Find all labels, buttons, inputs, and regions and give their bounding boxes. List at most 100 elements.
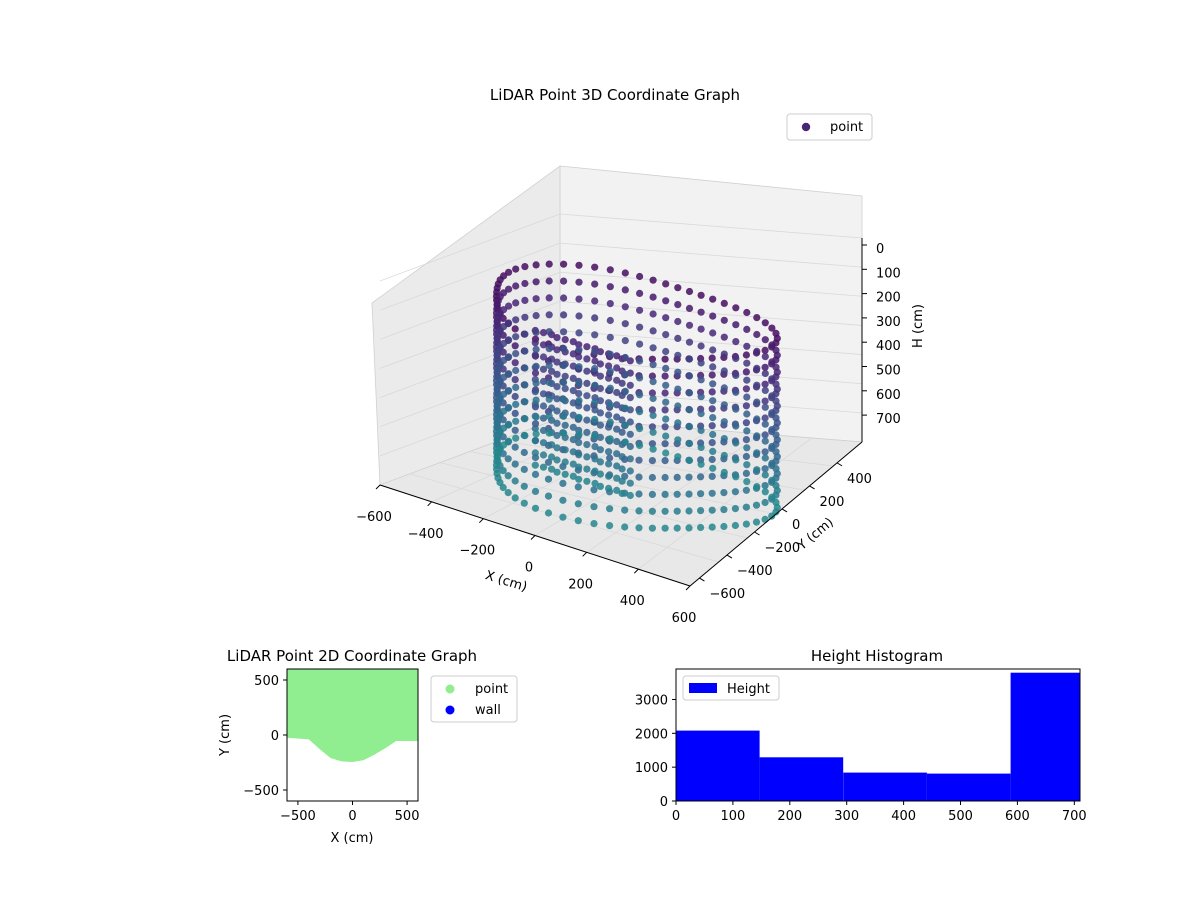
cloud-point (613, 352, 621, 360)
cloud-point (569, 374, 577, 382)
cloud-point (606, 505, 614, 513)
x-tick-label: 0 (348, 809, 356, 824)
cloud-point (732, 456, 740, 464)
cloud-point (544, 458, 553, 466)
cloud-point (772, 431, 780, 439)
cloud-point (648, 406, 657, 414)
cloud-point (761, 465, 769, 473)
cloud-point (732, 371, 740, 379)
cloud-point (553, 468, 561, 476)
cloud-point (662, 432, 670, 440)
cloud-point (569, 411, 577, 419)
cloud-point (709, 430, 717, 439)
cloud-point (635, 490, 643, 498)
cloud-point (636, 340, 644, 348)
cloud-point (753, 364, 761, 372)
cloud-point (697, 393, 705, 401)
cloud-point (662, 347, 670, 356)
cloud-point (720, 522, 728, 531)
cloud-point (649, 378, 657, 386)
cloud-point (636, 323, 644, 331)
cloud-point (626, 455, 634, 463)
cloud-point (569, 436, 577, 444)
cloud-point (761, 437, 769, 445)
cloud-point (673, 507, 681, 515)
cloud-point (575, 261, 583, 269)
grid-line (379, 388, 863, 457)
cloud-point (583, 367, 591, 375)
cloud-point (569, 448, 577, 456)
cloud-point (708, 405, 716, 413)
y-tick-mark (809, 485, 815, 490)
cloud-point (720, 451, 728, 460)
cloud-point (674, 334, 682, 342)
cloud-point (574, 500, 582, 508)
cloud-point (511, 443, 519, 451)
cloud-point (606, 333, 614, 341)
cloud-point (539, 463, 548, 471)
cloud-point (511, 494, 519, 502)
cloud-point (583, 379, 591, 387)
cloud-point (500, 390, 508, 398)
cloud-point (591, 406, 599, 414)
plot-3d: LiDAR Point 3D Coordinate Graph −600 −400… (356, 86, 926, 626)
cloud-point (560, 412, 568, 420)
cloud-point (768, 442, 776, 451)
cloud-point (635, 507, 643, 515)
cloud-point (649, 361, 657, 369)
histogram-bar (759, 757, 844, 801)
x-tick-label: 200 (777, 809, 802, 824)
cloud-point (605, 484, 613, 492)
cloud-point (743, 342, 751, 350)
cloud-point (596, 397, 605, 405)
cloud-point (743, 410, 751, 418)
cloud-point (621, 523, 629, 531)
cloud-point (648, 389, 657, 397)
plot-2d: LiDAR Point 2D Coordinate Graph −500 0 500… (218, 647, 518, 846)
cloud-point (661, 457, 669, 465)
cloud-point (521, 398, 529, 406)
cloud-point (606, 316, 614, 325)
cloud-point (635, 524, 643, 532)
cloud-point (512, 282, 520, 290)
cloud-point (772, 498, 780, 506)
cloud-point (731, 505, 740, 513)
cloud-point (697, 359, 705, 367)
cloud-point (618, 477, 626, 485)
cloud-point (742, 368, 751, 376)
cloud-point (591, 443, 599, 451)
cloud-point (583, 404, 591, 412)
cloud-point (531, 388, 539, 396)
cloud-point (697, 376, 705, 384)
cloud-point (548, 355, 556, 363)
cloud-point (531, 351, 539, 359)
cloud-point (648, 473, 657, 482)
cloud-point (575, 475, 583, 483)
cloud-point (569, 460, 577, 468)
histogram-bars (676, 672, 1080, 801)
cloud-point (742, 419, 751, 427)
cloud-point (583, 392, 591, 400)
cloud-point (674, 317, 682, 326)
x-tick-mark (375, 484, 381, 490)
cloud-point (545, 294, 553, 302)
cloud-point (708, 439, 716, 447)
legend-2d: point wall (430, 675, 518, 723)
cloud-point (732, 405, 740, 413)
cloud-point (753, 432, 761, 440)
cloud-point (720, 401, 728, 409)
cloud-point (553, 407, 561, 415)
cloud-point (753, 314, 761, 322)
cloud-point (697, 325, 705, 333)
legend-histogram-frame (682, 675, 780, 701)
cloud-point (575, 295, 583, 303)
cloud-point (539, 402, 548, 410)
x-tick-label: 0 (525, 561, 533, 576)
cloud-point (560, 345, 568, 353)
cloud-point (768, 426, 776, 434)
cloud-point (648, 490, 657, 498)
x-tick-label: 400 (620, 594, 645, 609)
cloud-point (583, 453, 591, 461)
cloud-point (636, 425, 644, 433)
cloud-point (606, 435, 614, 443)
